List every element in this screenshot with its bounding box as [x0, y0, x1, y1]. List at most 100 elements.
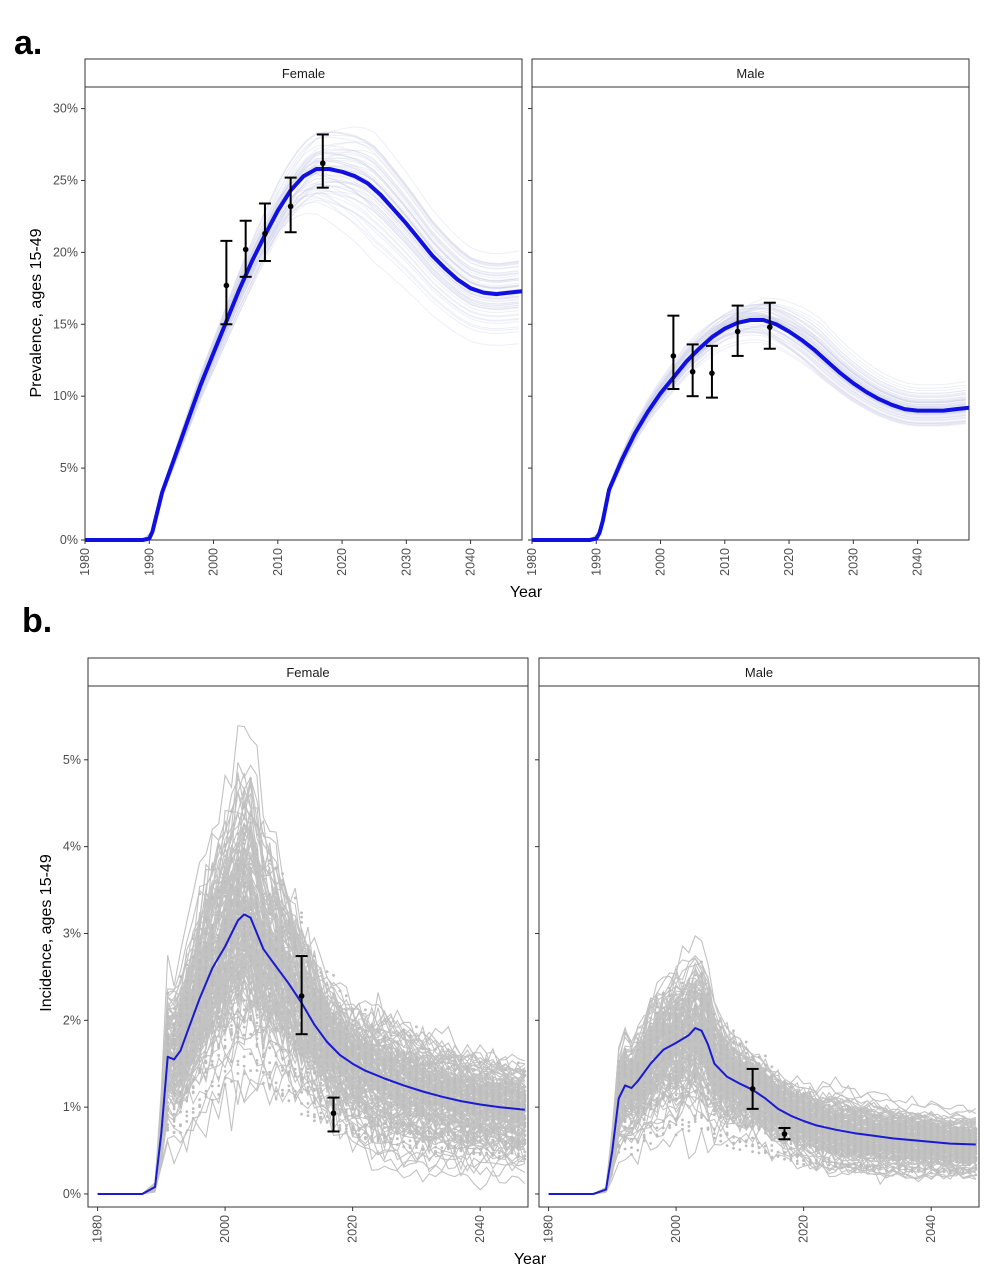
- simulation-point: [344, 1115, 348, 1119]
- simulation-point: [955, 1139, 959, 1143]
- simulation-point: [338, 1126, 342, 1130]
- simulation-point: [427, 1129, 431, 1133]
- simulation-point: [344, 1124, 348, 1128]
- x-tick-label: 2030: [846, 548, 860, 576]
- simulation-point: [293, 1074, 297, 1078]
- simulation-point: [821, 1105, 825, 1109]
- simulation-point: [840, 1151, 844, 1155]
- simulation-point: [242, 1008, 246, 1012]
- simulation-point: [674, 1133, 678, 1137]
- simulation-point: [510, 1101, 514, 1104]
- simulation-point: [751, 1150, 754, 1153]
- simulation-point: [834, 1141, 837, 1145]
- simulation-point: [395, 1137, 399, 1141]
- simulation-point: [313, 1036, 316, 1039]
- simulation-point: [446, 1048, 450, 1052]
- simulation-point: [744, 1061, 748, 1064]
- simulation-point: [725, 1131, 729, 1135]
- simulation-point: [204, 1032, 208, 1036]
- simulation-point: [376, 1085, 380, 1088]
- simulation-point: [853, 1138, 857, 1142]
- simulation-point: [649, 1077, 652, 1081]
- simulation-point: [504, 1080, 508, 1084]
- simulation-point: [204, 991, 208, 995]
- simulation-point: [630, 1137, 633, 1141]
- simulation-point: [485, 1093, 488, 1097]
- simulation-point: [764, 1076, 767, 1079]
- simulation-point: [751, 1124, 754, 1127]
- simulation-point: [491, 1120, 495, 1123]
- simulation-point: [313, 1119, 316, 1123]
- simulation-point: [191, 996, 195, 999]
- simulation-point: [344, 1028, 348, 1031]
- simulation-point: [338, 1036, 342, 1040]
- simulation-point: [623, 1065, 627, 1069]
- simulation-point: [395, 1132, 399, 1136]
- simulation-point: [440, 1080, 444, 1084]
- simulation-point: [313, 1066, 316, 1070]
- simulation-point: [370, 1046, 374, 1050]
- simulation-point: [274, 929, 278, 933]
- simulation-point: [319, 988, 323, 992]
- simulation-point: [395, 1042, 399, 1045]
- simulation-point: [262, 932, 265, 935]
- simulation-point: [427, 1085, 431, 1089]
- simulation-point: [706, 1089, 710, 1092]
- simulation-point: [389, 1047, 393, 1050]
- simulation-point: [236, 877, 240, 881]
- simulation-point: [408, 1124, 412, 1128]
- simulation-point: [687, 1027, 691, 1031]
- simulation-point: [783, 1115, 786, 1119]
- simulation-point: [255, 923, 259, 926]
- simulation-point: [700, 1014, 703, 1017]
- simulation-point: [204, 1005, 208, 1009]
- simulation-point: [434, 1048, 437, 1051]
- simulation-point: [172, 1065, 176, 1069]
- simulation-point: [472, 1126, 476, 1130]
- simulation-point: [453, 1063, 457, 1067]
- simulation-point: [287, 1099, 291, 1103]
- simulation-point: [517, 1119, 520, 1122]
- simulation-point: [198, 1037, 202, 1041]
- simulation-point: [210, 1080, 214, 1084]
- simulation-point: [223, 998, 227, 1002]
- simulation-point: [840, 1149, 844, 1152]
- simulation-point: [351, 1108, 354, 1111]
- simulation-point: [249, 1032, 253, 1036]
- simulation-point: [185, 1055, 189, 1059]
- simulation-point: [795, 1134, 799, 1137]
- simulation-point: [693, 1114, 697, 1118]
- observed-point: [330, 1110, 337, 1117]
- simulation-point: [732, 1141, 735, 1145]
- observed-point-with-error-bar: [705, 344, 718, 399]
- simulation-point: [795, 1145, 799, 1149]
- simulation-point: [217, 992, 221, 996]
- simulation-point: [815, 1133, 818, 1137]
- simulation-point: [242, 866, 246, 869]
- simulation-point: [840, 1125, 844, 1129]
- simulation-point: [948, 1147, 952, 1150]
- simulation-point: [185, 991, 189, 994]
- simulation-point: [523, 1157, 527, 1161]
- simulation-point: [306, 1081, 310, 1084]
- simulation-point: [255, 901, 259, 904]
- simulation-point: [217, 889, 221, 893]
- simulation-point: [904, 1127, 908, 1131]
- simulation-point: [287, 1009, 291, 1013]
- simulation-point: [459, 1149, 463, 1153]
- simulation-point: [655, 1104, 659, 1107]
- simulation-point: [255, 937, 259, 941]
- simulation-point: [700, 974, 703, 978]
- simulation-point: [693, 1031, 697, 1034]
- simulation-point: [497, 1084, 501, 1087]
- plot-area: [84, 86, 523, 541]
- simulation-point: [249, 905, 253, 909]
- simulation-point: [770, 1114, 774, 1118]
- simulation-point: [300, 921, 303, 924]
- simulation-point: [332, 1032, 335, 1036]
- simulation-point: [783, 1083, 786, 1087]
- simulation-point: [485, 1137, 488, 1141]
- simulation-point: [408, 1139, 412, 1143]
- simulation-point: [402, 1104, 406, 1107]
- simulation-point: [421, 1085, 425, 1089]
